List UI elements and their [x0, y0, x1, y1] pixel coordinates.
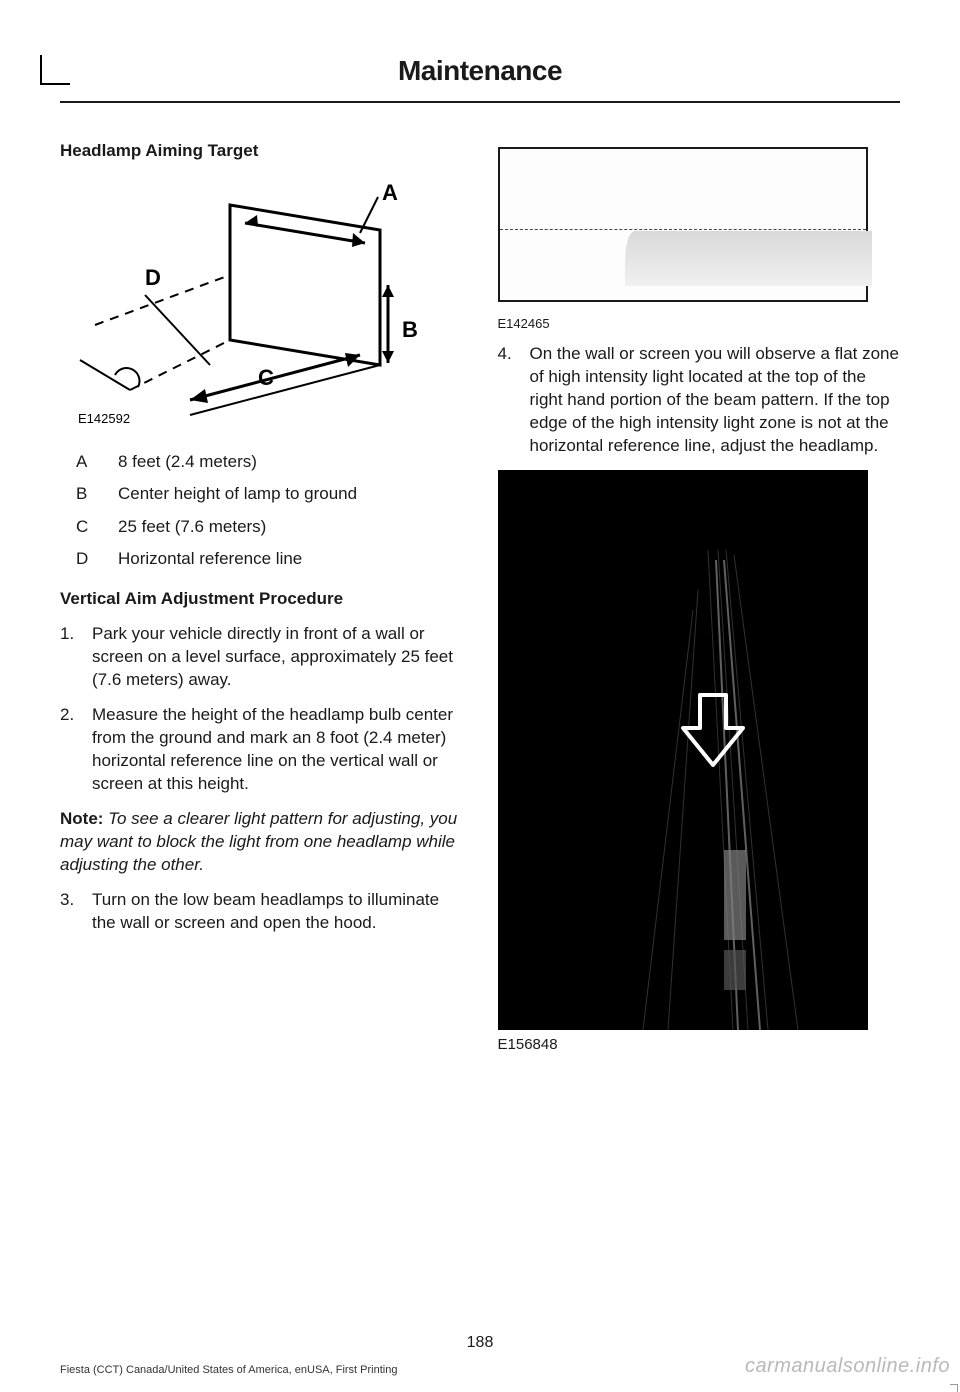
svg-text:B: B — [402, 317, 418, 342]
legend-key: B — [76, 478, 118, 510]
legend-row-a: A 8 feet (2.4 meters) — [76, 446, 463, 478]
step-number: 2. — [60, 704, 92, 796]
legend-key: D — [76, 543, 118, 575]
step-number: 3. — [60, 889, 92, 935]
procedure-list-2: 3. Turn on the low beam headlamps to ill… — [60, 889, 463, 935]
legend-row-d: D Horizontal reference line — [76, 543, 463, 575]
step-3: 3. Turn on the low beam headlamps to ill… — [60, 889, 463, 935]
procedure-list-right: 4. On the wall or screen you will observ… — [498, 343, 901, 458]
page-title: Maintenance — [0, 55, 960, 87]
down-arrow-icon — [678, 690, 748, 775]
black-figure-ref: E156848 — [498, 1036, 901, 1053]
left-column: Headlamp Aiming Target — [60, 141, 463, 1053]
step-text: On the wall or screen you will observe a… — [530, 343, 901, 458]
vertical-aim-heading: Vertical Aim Adjustment Procedure — [60, 589, 463, 609]
svg-text:D: D — [145, 265, 161, 290]
step-text: Turn on the low beam headlamps to illumi… — [92, 889, 463, 935]
headlamp-aiming-heading: Headlamp Aiming Target — [60, 141, 463, 161]
step-text: Measure the height of the headlamp bulb … — [92, 704, 463, 796]
legend-key: C — [76, 511, 118, 543]
aiming-target-diagram: A B C D E142592 — [60, 175, 420, 430]
legend-val: 8 feet (2.4 meters) — [118, 446, 257, 478]
note-label: Note: — [60, 809, 103, 828]
diagram-legend: A 8 feet (2.4 meters) B Center height of… — [76, 446, 463, 575]
footer-text: Fiesta (CCT) Canada/United States of Ame… — [60, 1364, 397, 1376]
crop-mark-bottom-right — [950, 1384, 958, 1392]
step-text: Park your vehicle directly in front of a… — [92, 623, 463, 692]
legend-row-b: B Center height of lamp to ground — [76, 478, 463, 510]
beam-high-intensity-zone — [625, 231, 872, 286]
watermark: carmanualsonline.info — [745, 1355, 950, 1378]
step-4: 4. On the wall or screen you will observ… — [498, 343, 901, 458]
step-2: 2. Measure the height of the headlamp bu… — [60, 704, 463, 796]
svg-text:A: A — [382, 180, 398, 205]
legend-key: A — [76, 446, 118, 478]
step-number: 4. — [498, 343, 530, 458]
crop-mark-top-left — [40, 55, 70, 85]
note-paragraph: Note: To see a clearer light pattern for… — [60, 808, 463, 877]
adjustment-photo — [498, 470, 868, 1030]
legend-row-c: C 25 feet (7.6 meters) — [76, 511, 463, 543]
svg-text:E142592: E142592 — [78, 411, 130, 426]
beam-reference-line — [500, 229, 866, 230]
note-text: To see a clearer light pattern for adjus… — [60, 809, 457, 874]
step-1: 1. Park your vehicle directly in front o… — [60, 623, 463, 692]
legend-val: Horizontal reference line — [118, 543, 302, 575]
svg-text:C: C — [258, 365, 274, 390]
legend-val: 25 feet (7.6 meters) — [118, 511, 266, 543]
beam-figure-ref: E142465 — [498, 316, 901, 331]
beam-pattern-diagram — [498, 147, 868, 302]
step-number: 1. — [60, 623, 92, 692]
content-columns: Headlamp Aiming Target — [0, 103, 960, 1053]
right-column: E142465 4. On the wall or screen you wil… — [498, 141, 901, 1053]
legend-val: Center height of lamp to ground — [118, 478, 357, 510]
procedure-list: 1. Park your vehicle directly in front o… — [60, 623, 463, 796]
